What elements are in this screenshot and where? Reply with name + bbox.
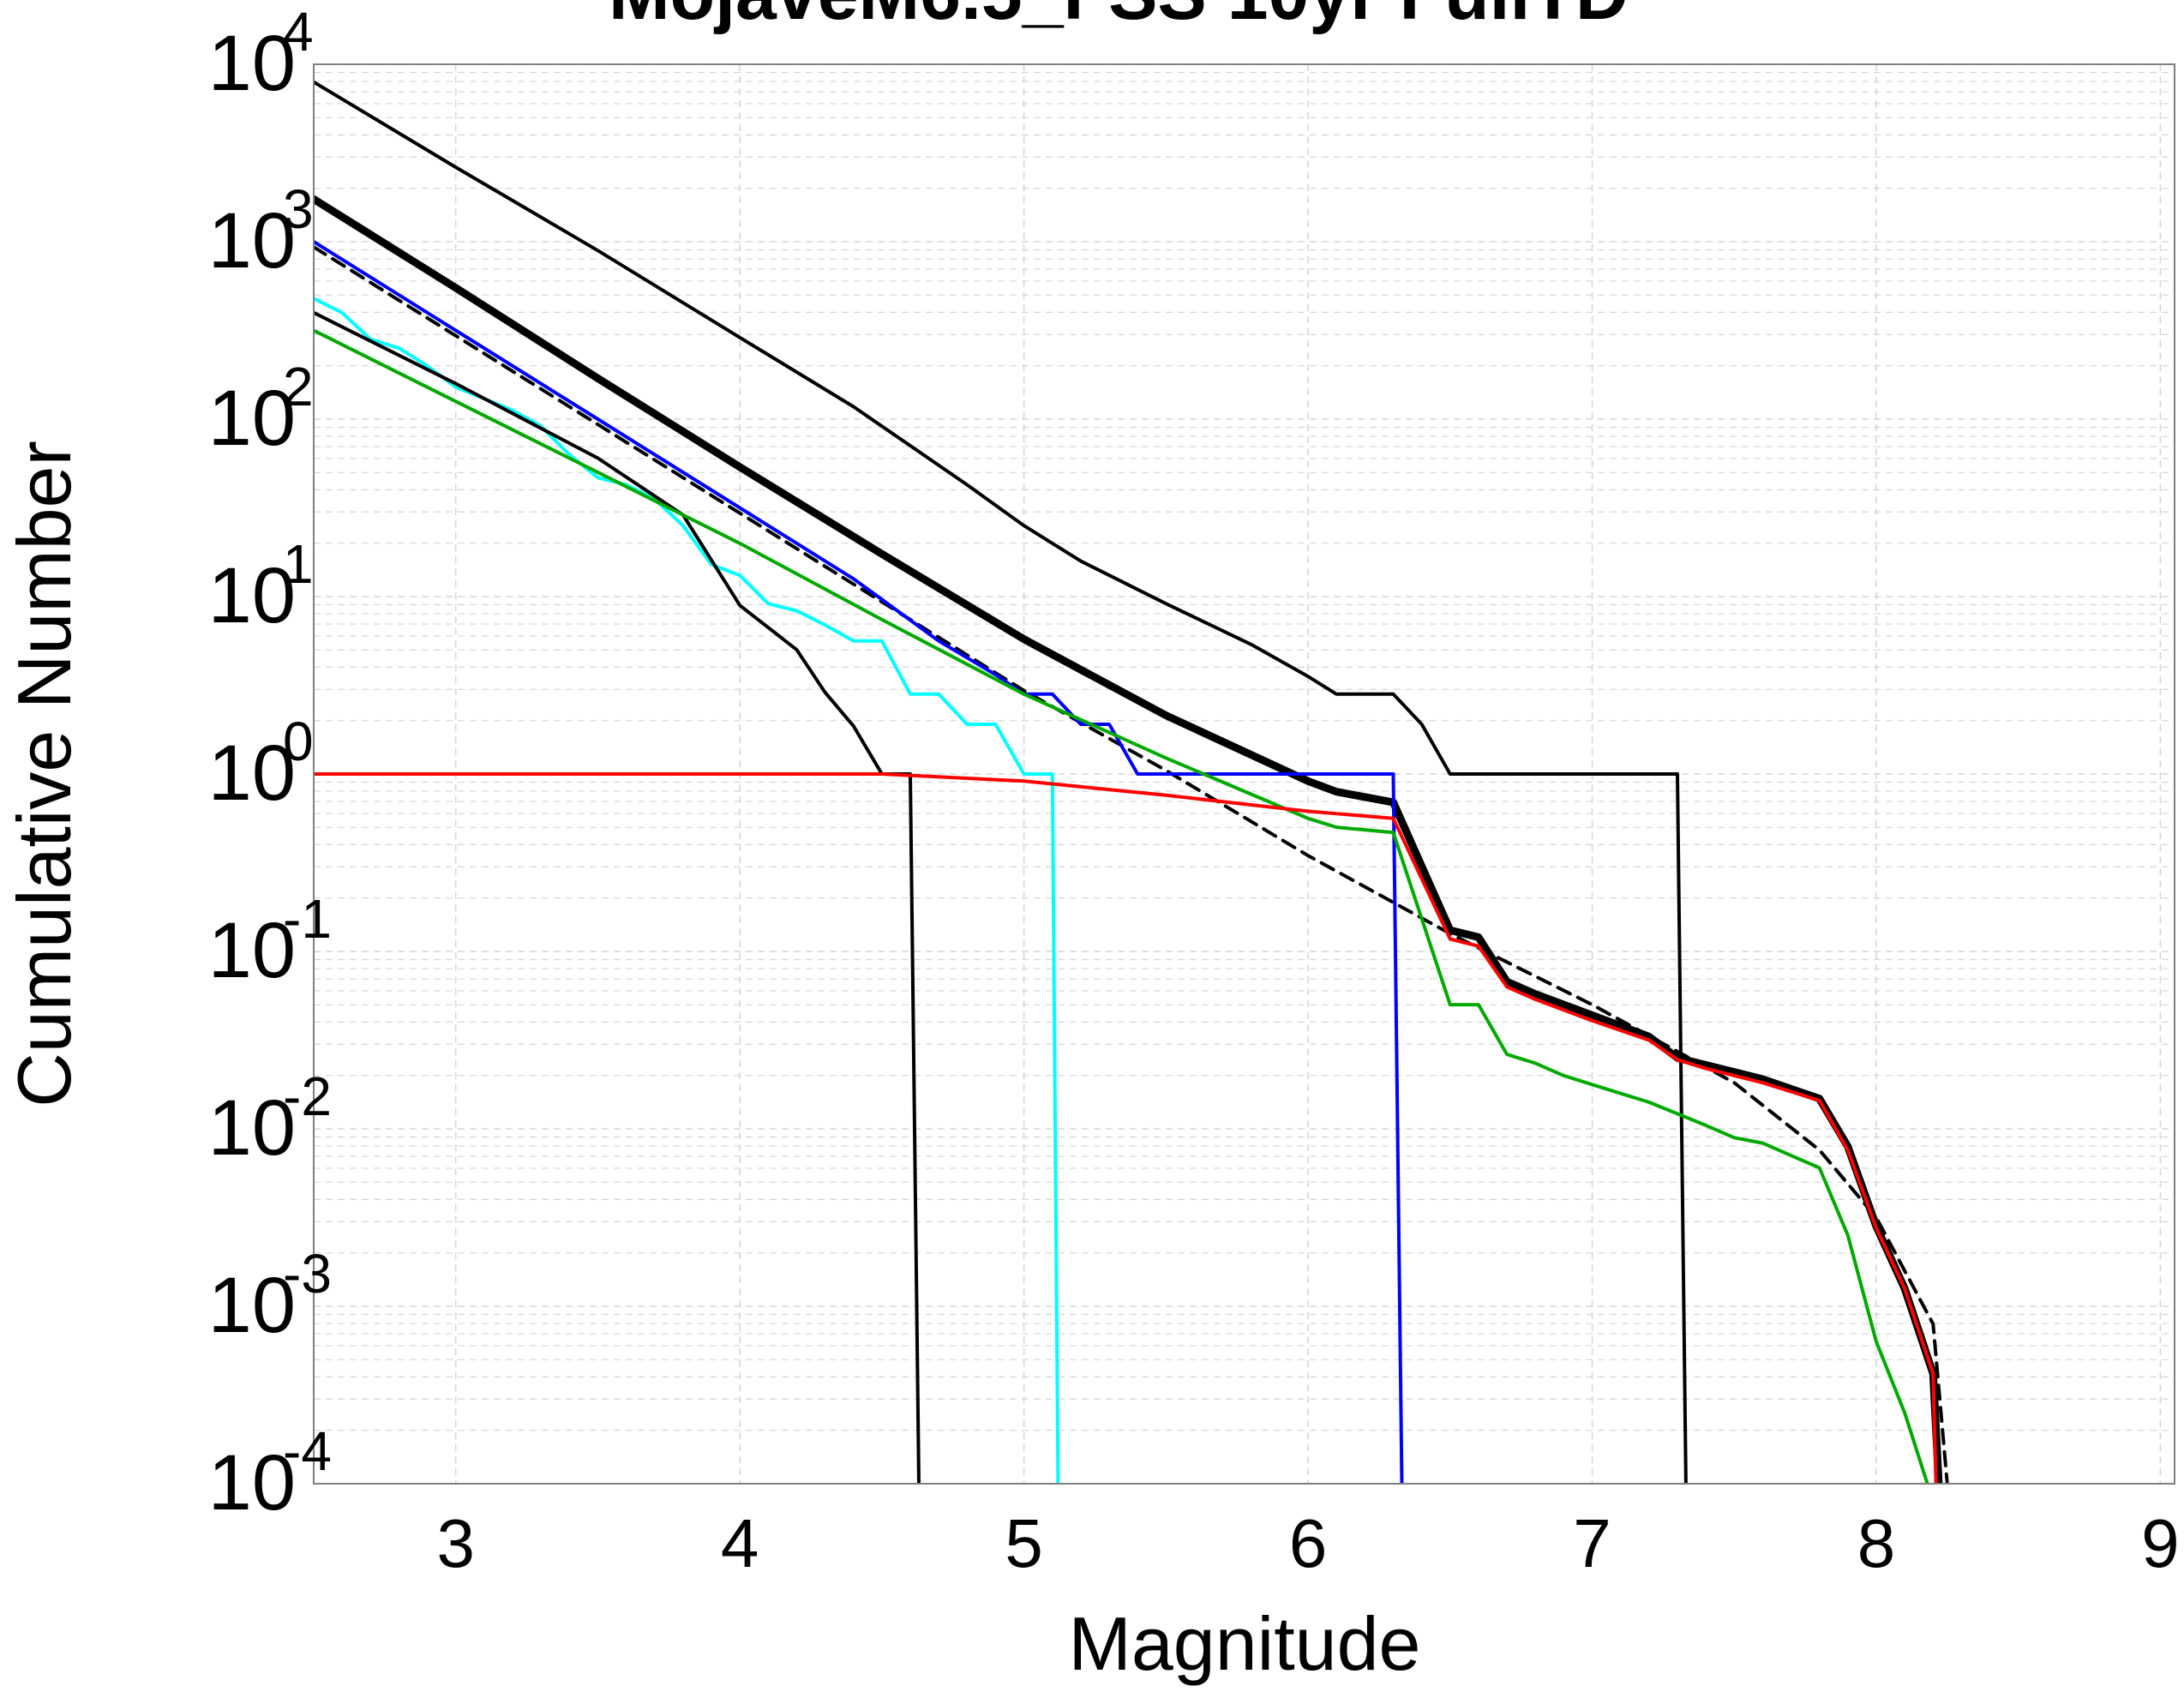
grid: [314, 64, 2175, 1484]
y-tick-exponent: 1: [283, 533, 314, 595]
y-tick-label: 103: [208, 178, 314, 285]
y-tick-base: 10: [208, 197, 296, 285]
y-tick-label: 10-3: [208, 1243, 332, 1349]
y-tick-exponent: -4: [283, 1420, 332, 1482]
y-tick-exponent: -3: [283, 1243, 332, 1305]
series-line-3: [314, 245, 1949, 1484]
y-tick-base: 10: [208, 907, 296, 994]
x-axis-ticks: 3 4 5 6 7 8 9: [436, 1505, 2179, 1581]
y-tick-base: 10: [208, 1084, 296, 1172]
y-tick-base: 10: [208, 1439, 296, 1527]
series-line-7: [314, 328, 1929, 1484]
x-tick-label: 6: [1289, 1505, 1328, 1581]
chart-title: MojaveM6.5_FSS 10yr FullTD: [609, 0, 1629, 35]
x-tick-label: 8: [1857, 1505, 1896, 1581]
y-tick-label: 104: [208, 1, 314, 107]
y-tick-exponent: 3: [283, 178, 314, 240]
series-line-2: [314, 195, 1943, 1484]
x-tick-label: 3: [436, 1505, 475, 1581]
y-tick-exponent: 0: [283, 711, 314, 772]
plot-frame: [313, 63, 2175, 1485]
y-tick-label: 10-2: [208, 1065, 332, 1172]
y-tick-exponent: -2: [283, 1065, 332, 1127]
y-tick-base: 10: [208, 20, 296, 107]
y-tick-label: 100: [208, 711, 314, 817]
x-tick-label: 7: [1573, 1505, 1611, 1581]
y-tick-base: 10: [208, 552, 296, 639]
series-line-1: [314, 80, 1688, 1484]
y-tick-exponent: -1: [283, 888, 332, 950]
y-axis-label: Cumulative Number: [2, 441, 87, 1107]
x-tick-label: 9: [2141, 1505, 2180, 1581]
y-tick-base: 10: [208, 1262, 296, 1349]
y-tick-label: 10-4: [208, 1420, 332, 1527]
series-line-8: [314, 772, 1938, 1484]
x-axis-label: Magnitude: [1069, 1601, 1421, 1686]
y-tick-exponent: 4: [283, 1, 314, 63]
series-line-4: [314, 240, 1404, 1484]
y-tick-label: 102: [208, 356, 314, 462]
y-tick-label: 10-1: [208, 888, 332, 994]
series-group: [314, 80, 1949, 1484]
x-tick-label: 4: [721, 1505, 759, 1581]
x-tick-label: 5: [1005, 1505, 1043, 1581]
y-tick-exponent: 2: [283, 356, 314, 417]
y-tick-base: 10: [208, 375, 296, 462]
y-tick-base: 10: [208, 729, 296, 817]
y-tick-label: 101: [208, 533, 314, 639]
